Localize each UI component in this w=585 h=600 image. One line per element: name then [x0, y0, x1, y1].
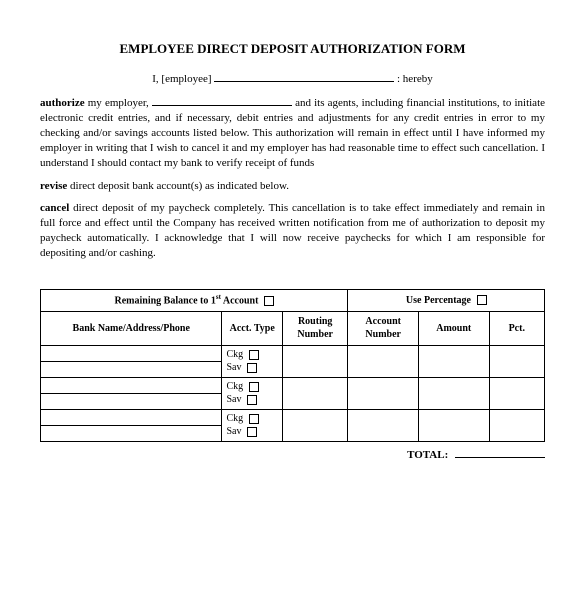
amount-cell[interactable] — [418, 377, 489, 409]
total-row: TOTAL: — [40, 448, 545, 463]
pct-cell[interactable] — [489, 345, 544, 377]
remaining-balance-checkbox[interactable] — [264, 296, 274, 306]
bank-cell[interactable] — [41, 345, 222, 361]
acct-type-cell: Ckg Sav — [222, 377, 282, 409]
intro-prefix: I, [employee] — [152, 73, 214, 85]
form-title: EMPLOYEE DIRECT DEPOSIT AUTHORIZATION FO… — [40, 40, 545, 58]
table-row: Ckg Sav — [41, 377, 545, 393]
use-percentage-option: Use Percentage — [348, 289, 545, 311]
cancel-text: direct deposit of my paycheck completely… — [40, 202, 545, 259]
col-acct: Acct. Type — [222, 311, 282, 345]
employer-name-field[interactable] — [152, 96, 292, 106]
cancel-paragraph: cancel direct deposit of my paycheck com… — [40, 201, 545, 260]
intro-line: I, [employee] : hereby — [40, 72, 545, 87]
bank-cell[interactable] — [41, 409, 222, 425]
col-bank: Bank Name/Address/Phone — [41, 311, 222, 345]
accounts-table: Remaining Balance to 1st Account Use Per… — [40, 289, 545, 442]
account-cell[interactable] — [348, 377, 419, 409]
authorize-lead: authorize — [40, 97, 85, 109]
col-amount: Amount — [418, 311, 489, 345]
total-field[interactable] — [455, 448, 545, 458]
ckg-label: Ckg — [226, 349, 243, 360]
account-cell[interactable] — [348, 345, 419, 377]
remaining-balance-option: Remaining Balance to 1st Account — [41, 289, 348, 311]
routing-cell[interactable] — [282, 409, 348, 441]
ckg-label: Ckg — [226, 381, 243, 392]
routing-cell[interactable] — [282, 345, 348, 377]
acct-type-cell: Ckg Sav — [222, 345, 282, 377]
bank-cell[interactable] — [41, 393, 222, 409]
col-routing: Routing Number — [282, 311, 348, 345]
sav-checkbox[interactable] — [247, 395, 257, 405]
revise-text: direct deposit bank account(s) as indica… — [67, 180, 289, 192]
authorize-text-a: my employer, — [85, 97, 152, 109]
ckg-checkbox[interactable] — [249, 382, 259, 392]
sav-label: Sav — [226, 426, 241, 437]
opt-balance-label-b: Account — [221, 295, 259, 306]
ckg-label: Ckg — [226, 413, 243, 424]
employee-name-field[interactable] — [214, 72, 394, 82]
authorize-paragraph: authorize my employer, and its agents, i… — [40, 96, 545, 170]
bank-cell[interactable] — [41, 361, 222, 377]
sav-checkbox[interactable] — [247, 363, 257, 373]
table-row: Ckg Sav — [41, 409, 545, 425]
opt-balance-label-a: Remaining Balance to 1 — [114, 295, 215, 306]
bank-cell[interactable] — [41, 425, 222, 441]
accounts-table-wrap: Remaining Balance to 1st Account Use Per… — [40, 289, 545, 463]
use-percentage-checkbox[interactable] — [477, 295, 487, 305]
acct-type-cell: Ckg Sav — [222, 409, 282, 441]
intro-suffix: : hereby — [394, 73, 432, 85]
cancel-lead: cancel — [40, 202, 69, 214]
col-account: Account Number — [348, 311, 419, 345]
column-header-row: Bank Name/Address/Phone Acct. Type Routi… — [41, 311, 545, 345]
pct-cell[interactable] — [489, 377, 544, 409]
total-label: TOTAL: — [407, 449, 448, 461]
bank-cell[interactable] — [41, 377, 222, 393]
options-row: Remaining Balance to 1st Account Use Per… — [41, 289, 545, 311]
sav-checkbox[interactable] — [247, 427, 257, 437]
ckg-checkbox[interactable] — [249, 414, 259, 424]
revise-lead: revise — [40, 180, 67, 192]
amount-cell[interactable] — [418, 345, 489, 377]
routing-cell[interactable] — [282, 377, 348, 409]
pct-cell[interactable] — [489, 409, 544, 441]
opt-percentage-label: Use Percentage — [406, 295, 471, 306]
col-pct: Pct. — [489, 311, 544, 345]
sav-label: Sav — [226, 394, 241, 405]
revise-paragraph: revise direct deposit bank account(s) as… — [40, 179, 545, 194]
sav-label: Sav — [226, 362, 241, 373]
amount-cell[interactable] — [418, 409, 489, 441]
account-cell[interactable] — [348, 409, 419, 441]
ckg-checkbox[interactable] — [249, 350, 259, 360]
table-row: Ckg Sav — [41, 345, 545, 361]
